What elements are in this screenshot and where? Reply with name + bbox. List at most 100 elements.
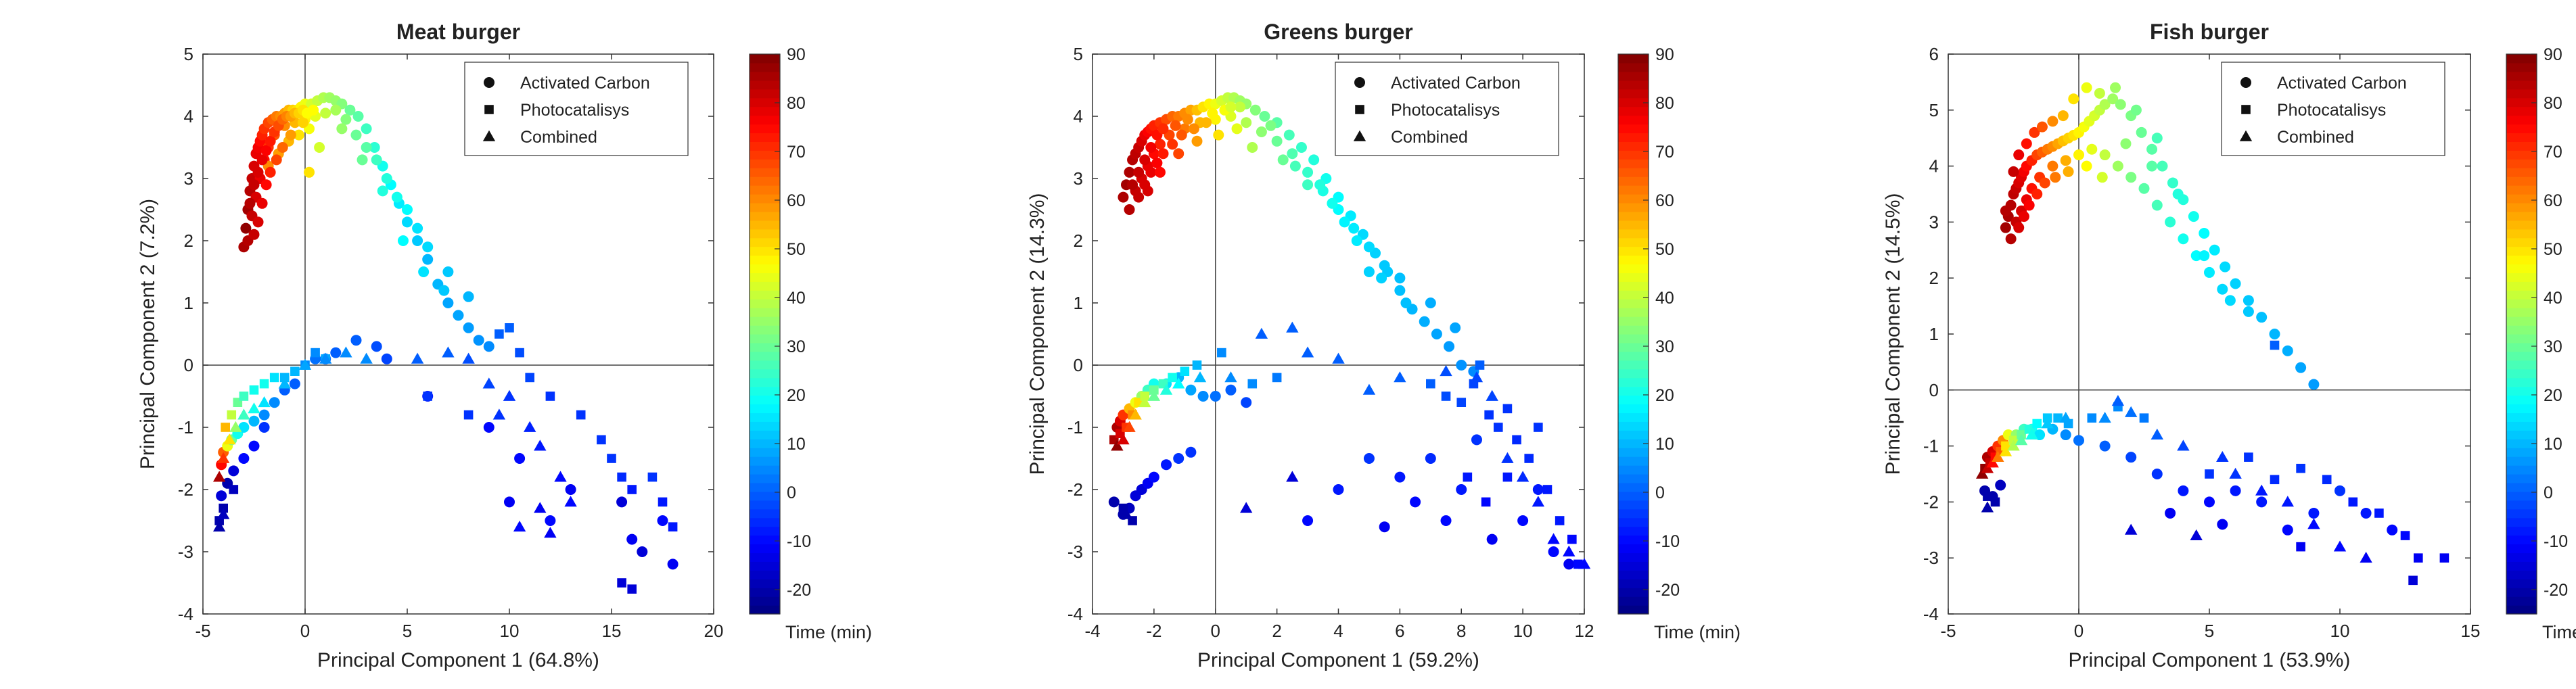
colorbar-frame: [1617, 53, 1649, 615]
colorbar-segment: [750, 264, 780, 274]
y-tick-label: -1: [1067, 417, 1083, 437]
data-point: [2209, 244, 2220, 256]
legend-label: Combined: [2277, 128, 2354, 147]
legend-marker: [482, 130, 496, 141]
data-point-triangle: [1547, 533, 1560, 544]
data-point-circle: [1456, 484, 1467, 495]
data-point: [260, 179, 272, 191]
colorbar-tick-label: 50: [2544, 240, 2562, 259]
colorbar-tick-label: 60: [1655, 191, 1674, 210]
data-point-square: [2296, 542, 2305, 552]
colorbar-segment: [2506, 500, 2537, 510]
colorbar-segment: [2506, 141, 2537, 151]
data-point-square: [647, 472, 658, 482]
colorbar-segment: [1618, 351, 1649, 361]
data-point-circle: [238, 422, 250, 433]
colorbar-segment: [1618, 80, 1649, 90]
colorbar-segment: [750, 80, 780, 90]
x-axis-label: Principal Component 1 (64.8%): [317, 649, 599, 671]
colorbar-segment: [2506, 552, 2537, 562]
data-point: [2036, 121, 2048, 133]
data-point: [352, 111, 364, 122]
colorbar-segment: [750, 124, 780, 134]
data-point: [2021, 138, 2032, 149]
data-point-circle: [350, 335, 362, 346]
data-point-triangle: [1516, 471, 1530, 482]
data-point: [1394, 285, 1406, 296]
colorbar-segment: [1618, 334, 1649, 343]
colorbar-segment: [750, 369, 780, 379]
data-point: [2269, 329, 2280, 339]
y-tick-label: 1: [1074, 293, 1083, 313]
colorbar-segment: [2506, 465, 2537, 475]
y-tick-label: 5: [1074, 44, 1083, 64]
data-point-square: [668, 522, 678, 531]
data-point: [314, 142, 325, 153]
data-point-square: [2374, 508, 2384, 518]
data-point-triangle: [212, 471, 226, 482]
data-point-square: [463, 410, 474, 420]
colorbar: -20 -10 0 10 20 30 40 50 60 70 80 90 Time (min): [749, 45, 872, 642]
colorbar-tick-label: 40: [787, 289, 806, 308]
data-point-circle: [2360, 507, 2372, 519]
colorbar-segment: [1618, 377, 1649, 387]
colorbar-tick-label: 30: [1655, 337, 1674, 356]
colorbar-segment: [750, 552, 780, 562]
colorbar-segment: [750, 570, 780, 579]
colorbar-segment: [750, 544, 780, 554]
data-point-triangle: [2190, 529, 2203, 540]
data-point: [2018, 211, 2029, 222]
colorbar-segment: [2506, 54, 2537, 64]
colorbar-segment: [750, 421, 780, 431]
data-point-triangle: [2125, 523, 2138, 535]
data-point-square: [627, 584, 637, 594]
colorbar-segment: [750, 395, 780, 405]
colorbar-frame: [2506, 53, 2537, 615]
colorbar-segment: [2506, 272, 2537, 282]
data-point: [264, 166, 276, 178]
colorbar-segment: [750, 377, 780, 387]
data-point: [1235, 101, 1246, 113]
data-point-triangle: [340, 346, 352, 358]
data-point-triangle: [564, 496, 577, 507]
data-point-square: [1493, 423, 1503, 432]
colorbar-segment: [1618, 255, 1649, 265]
data-point-triangle: [1224, 371, 1237, 383]
data-point: [2157, 160, 2168, 172]
colorbar-segment: [1618, 290, 1649, 300]
data-point: [2039, 177, 2050, 189]
colorbar-tick-label: 90: [787, 45, 806, 64]
colorbar-segment: [1618, 185, 1649, 195]
data-point: [1157, 123, 1169, 135]
colorbar-segment: [2506, 517, 2537, 527]
y-axis-label: Principal Component 2 (14.5%): [1882, 193, 1904, 475]
data-point: [1363, 266, 1375, 277]
data-point: [2242, 295, 2254, 306]
data-point: [2081, 82, 2092, 93]
data-point: [391, 191, 402, 203]
colorbar-segment: [1618, 150, 1649, 160]
data-point-square: [2087, 413, 2097, 423]
data-point-circle: [2099, 440, 2111, 452]
colorbar-segment: [1618, 316, 1649, 326]
data-point: [1400, 298, 1412, 308]
data-point: [2057, 110, 2069, 122]
colorbar-segment: [750, 439, 780, 448]
data-point: [1213, 129, 1224, 141]
colorbar-segment: [1618, 299, 1649, 308]
data-point-square: [221, 423, 231, 432]
data-point-circle: [1241, 397, 1252, 408]
data-point: [304, 166, 315, 178]
colorbar-segment: [2506, 115, 2537, 125]
data-point: [2242, 306, 2254, 317]
data-point-triangle: [360, 352, 373, 364]
data-point-circle: [626, 533, 638, 545]
x-tick-label: 10: [2330, 621, 2350, 641]
colorbar-segment: [2506, 133, 2537, 142]
colorbar-segment: [1618, 325, 1649, 335]
data-point-triangle: [1301, 346, 1314, 358]
data-point-circle: [2334, 485, 2345, 496]
data-point-square: [239, 391, 249, 401]
data-point: [2165, 216, 2176, 228]
data-point: [2146, 143, 2158, 155]
